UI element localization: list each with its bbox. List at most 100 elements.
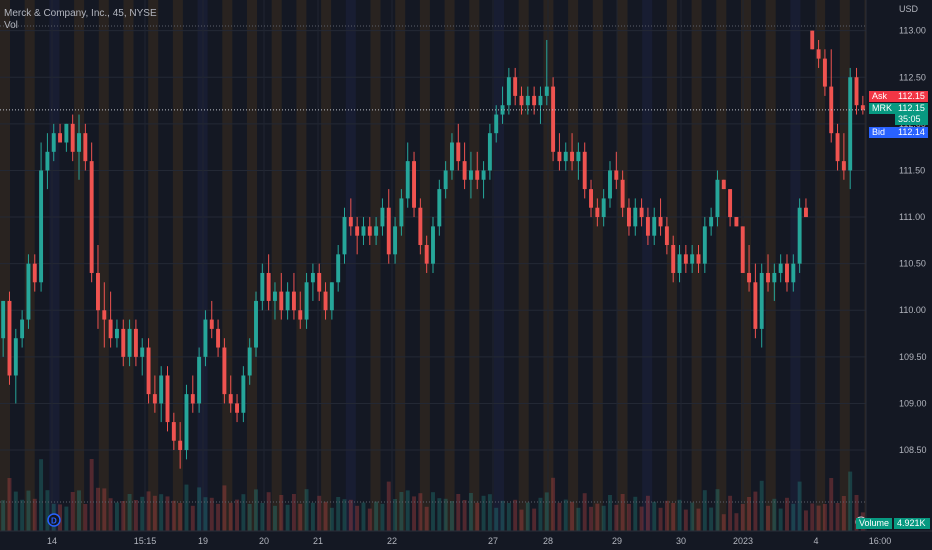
session-band — [568, 0, 579, 531]
candle-body — [462, 161, 467, 180]
volume-bar — [26, 490, 31, 531]
volume-bar — [418, 493, 423, 531]
candle-body — [412, 161, 416, 208]
candle-body — [683, 254, 688, 264]
candle-body — [500, 105, 505, 115]
volume-bar — [20, 499, 25, 531]
volume-bar — [563, 499, 568, 531]
candle-body — [525, 95, 530, 106]
volume-tag-value: 4.921K — [894, 518, 930, 529]
volume-bar — [279, 495, 284, 531]
candle-body — [639, 207, 644, 218]
candle-body — [399, 198, 404, 227]
candle-body — [532, 95, 537, 106]
volume-bar — [64, 506, 69, 531]
volume-bar — [841, 496, 846, 531]
candle-body — [279, 291, 284, 311]
session-band — [592, 0, 603, 531]
last-value: 112.15 — [895, 103, 928, 114]
volume-bar — [412, 496, 416, 531]
candle-body — [355, 226, 360, 236]
candle-body — [291, 291, 296, 311]
volume-bar — [525, 502, 530, 531]
volume-bar — [266, 492, 271, 531]
chart-title[interactable]: Merck & Company, Inc., 45, NYSE — [4, 8, 157, 19]
volume-bar — [146, 491, 151, 531]
candle-body — [374, 226, 379, 236]
session-band — [148, 0, 159, 531]
candle-body — [367, 226, 372, 236]
candle-body — [551, 86, 556, 152]
indicator-label[interactable]: Vol — [4, 20, 18, 31]
volume-bar — [424, 506, 429, 531]
price-tick-label: 109.00 — [899, 398, 927, 408]
volume-bar — [671, 503, 676, 531]
volume-bar — [778, 508, 783, 531]
candle-body — [222, 347, 227, 395]
symbol-label: MRK — [869, 103, 895, 114]
volume-bar — [405, 490, 410, 531]
session-band — [271, 0, 282, 531]
candle-body — [538, 95, 543, 106]
price-tick-label: 110.00 — [899, 305, 926, 315]
candle-body — [114, 328, 119, 339]
candle-body — [159, 375, 164, 404]
candle-body — [728, 189, 733, 218]
session-band — [345, 0, 356, 531]
volume-bar — [304, 489, 309, 531]
candle-body — [595, 207, 600, 218]
volume-bar — [121, 501, 126, 531]
volume-bar — [13, 491, 18, 531]
volume-bar — [740, 504, 745, 531]
volume-bar — [677, 499, 682, 531]
session-band — [222, 0, 233, 531]
session-band — [419, 0, 430, 531]
candle-body — [171, 422, 176, 441]
candle-body — [443, 170, 448, 190]
volume-bar — [32, 498, 37, 531]
candle-body — [317, 272, 322, 292]
volume-bar — [386, 481, 391, 531]
volume-bar — [589, 506, 593, 531]
volume-bar — [216, 503, 221, 531]
candle-body — [709, 217, 714, 227]
price-tick-label: 113.00 — [899, 26, 926, 36]
candle-body — [481, 170, 486, 180]
time-tick-label: 14 — [47, 536, 57, 546]
candle-body — [361, 226, 366, 236]
volume-bar — [487, 494, 492, 531]
time-tick-label: 20 — [259, 536, 269, 546]
volume-bar — [753, 491, 758, 531]
candle-body — [582, 151, 587, 190]
session-band — [444, 0, 455, 531]
volume-bar — [734, 513, 739, 531]
volume-bar — [759, 480, 764, 531]
time-axis-bg — [0, 531, 932, 550]
volume-bar — [595, 503, 600, 531]
event-marker[interactable]: D — [47, 513, 61, 527]
candle-body — [519, 95, 524, 106]
volume-bar — [481, 495, 486, 531]
volume-bar — [519, 509, 524, 531]
candle-body — [190, 394, 195, 404]
volume-bar — [241, 494, 246, 531]
volume-bar — [96, 487, 100, 531]
candle-body — [184, 394, 189, 451]
session-band — [815, 0, 826, 531]
time-tick-label: 21 — [313, 536, 323, 546]
session-band — [642, 0, 653, 531]
volume-bar — [393, 499, 398, 531]
volume-bar — [317, 495, 322, 531]
candle-body — [431, 226, 435, 264]
candle-body — [102, 310, 107, 320]
candle-body — [13, 338, 18, 376]
volume-bar — [614, 504, 619, 531]
volume-bar — [310, 502, 315, 531]
candle-body — [108, 319, 113, 339]
candle-body — [32, 263, 37, 283]
volume-bar — [816, 505, 821, 531]
volume-bar — [355, 505, 360, 531]
candle-body — [393, 226, 398, 255]
time-tick-label: 27 — [488, 536, 498, 546]
